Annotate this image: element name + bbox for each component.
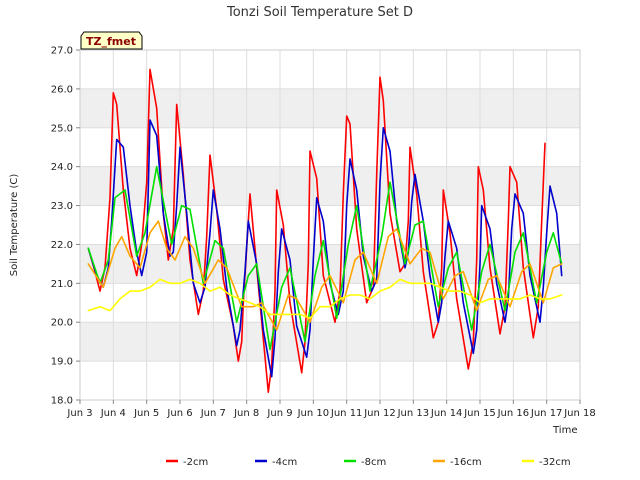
x-tick-label: Jun 5 — [133, 408, 159, 419]
x-tick-label: Jun 3 — [66, 408, 92, 419]
y-axis-title: Soil Temperature (C) — [9, 174, 20, 277]
series-line-8cmcm — [87, 165, 563, 351]
y-tick-label: 23.0 — [51, 201, 73, 212]
series-line-32cmcm — [87, 278, 563, 320]
x-tick-label: Jun 14 — [430, 408, 463, 419]
legend-label-8cm: -8cm — [361, 457, 386, 468]
series-line-16cmcm — [87, 220, 563, 331]
y-tick-label: 22.0 — [51, 240, 73, 251]
site-badge-box — [80, 31, 143, 50]
x-axis-ticks: Jun 3 Jun 4 Jun 5 Jun 6 Jun 7 Jun 8 Jun 9 Jun 1… — [66, 400, 596, 419]
x-tick-label: Jun 16 — [497, 408, 530, 419]
y-tick-label: 25.0 — [51, 123, 73, 134]
y-tick-label: 26.0 — [51, 84, 73, 95]
x-tick-label: Jun 10 — [297, 408, 330, 419]
legend: -2cm -4cm -8cm -16cm -32cm — [166, 457, 571, 468]
legend-label-2cm: -2cm — [183, 457, 208, 468]
x-tick-label: Jun 13 — [397, 408, 430, 419]
x-tick-label: Jun 12 — [363, 408, 396, 419]
y-tick-label: 19.0 — [51, 357, 73, 368]
y-tick-label: 27.0 — [51, 46, 73, 57]
y-axis-ticks: 18.0 19.0 20.0 21.0 22.0 23.0 24.0 25.0 26.0 27.0 — [51, 46, 80, 407]
plot-band — [80, 322, 580, 362]
y-tick-label: 21.0 — [51, 279, 73, 290]
x-tick-label: Jun 7 — [200, 408, 226, 419]
site-badge-label: TZ_fmet — [86, 35, 136, 48]
legend-label-32cm: -32cm — [539, 457, 571, 468]
plot-border — [79, 49, 581, 401]
series-line-4cmcm — [87, 119, 563, 378]
y-tick-label: 18.0 — [51, 396, 73, 407]
legend-label-4cm: -4cm — [272, 457, 297, 468]
x-tick-label: Jun 11 — [330, 408, 363, 419]
y-tick-label: 20.0 — [51, 318, 73, 329]
y-tick-label: 24.0 — [51, 162, 73, 173]
x-tick-label: Jun 4 — [100, 408, 126, 419]
chart-title: Tonzi Soil Temperature Set D — [226, 5, 413, 20]
x-tick-label: Jun 8 — [233, 408, 259, 419]
x-tick-label: Jun 9 — [266, 408, 292, 419]
legend-label-16cm: -16cm — [450, 457, 482, 468]
x-axis-title: Time — [552, 425, 577, 436]
x-tick-label: Jun 15 — [463, 408, 496, 419]
plot-band — [80, 88, 580, 128]
x-tick-label: Jun 18 — [563, 408, 596, 419]
series-layer — [87, 68, 563, 394]
site-badge: TZ_fmet — [80, 31, 143, 50]
x-tick-label: Jun 17 — [530, 408, 563, 419]
x-tick-label: Jun 6 — [166, 408, 192, 419]
plot-bands — [80, 88, 580, 362]
